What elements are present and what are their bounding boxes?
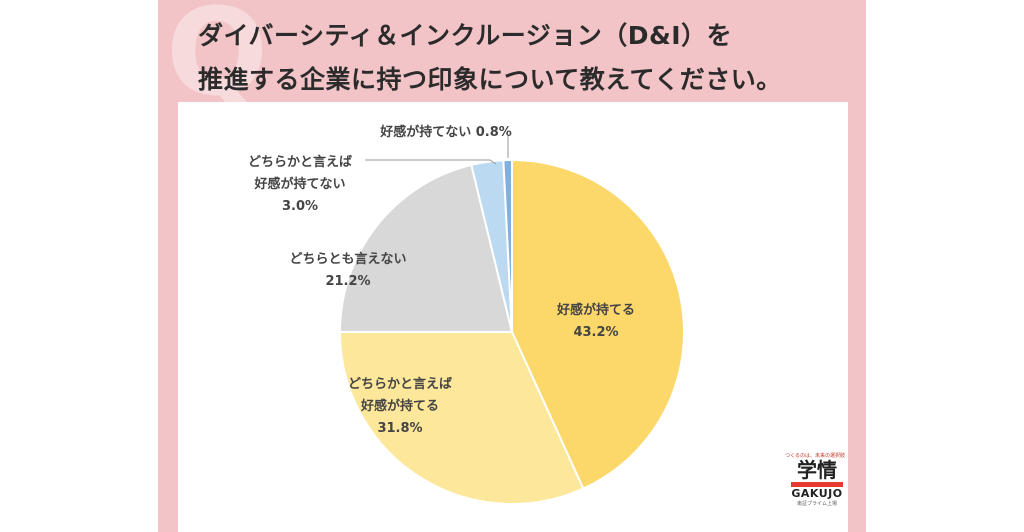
pie-slice-0 [511, 158, 685, 490]
title-line-2: 推進する企業に持つ印象について教えてください。 [198, 65, 782, 94]
title-line-1: ダイバーシティ＆インクルージョン（D&I）を [198, 21, 733, 50]
slice-label-0-line-0: 好感が持てる [556, 302, 635, 318]
slice-label-3-line-2: 3.0% [282, 199, 318, 214]
slice-label-1: どちらかと言えば好感が持てる 31.8% [348, 376, 452, 436]
pie-chart: 好感が持てる 43.2%どちらかと言えば好感が持てる 31.8%どちらとも言えない 2… [248, 124, 685, 505]
leader-line-3 [365, 159, 497, 165]
logo-bar [791, 482, 843, 487]
slice-label-2: どちらとも言えない 21.2% [289, 251, 406, 289]
slice-label-4: 好感が持てない 0.8% [379, 124, 512, 140]
slice-label-1-line-0: どちらかと言えば [348, 376, 452, 392]
pie-slice-2 [338, 163, 514, 333]
pie-slice-4 [502, 158, 513, 333]
gakujo-logo: つくるのは、未来の選択肢 学情 GAKUJO 東証プライム上場 [785, 452, 847, 507]
slice-label-2-line-1: 21.2% [325, 274, 370, 289]
page-title: ダイバーシティ＆インクルージョン（D&I）を 推進する企業に持つ印象について教え… [198, 14, 858, 102]
slice-label-4-line-0: 好感が持てない 0.8% [379, 124, 512, 140]
chart-panel: 好感が持てる 43.2% どちらかと言えば好感が持てる 31.8% どちらとも言えない 2… [178, 102, 848, 532]
slice-label-0-line-1: 43.2% [573, 325, 618, 340]
logo-name: GAKUJO [791, 487, 843, 500]
slice-label-0: 好感が持てる 43.2% [556, 302, 635, 340]
logo-kanji: 学情 [797, 458, 837, 482]
slice-label-2-line-0: どちらとも言えない [289, 251, 406, 267]
slice-label-1-line-1: 好感が持てる [360, 398, 439, 414]
logo-tagline: つくるのは、未来の選択肢 [785, 453, 845, 459]
q-watermark: Q [166, 0, 269, 123]
logo-sub: 東証プライム上場 [797, 501, 837, 507]
slice-label-3: どちらかと言えば好感が持てない 3.0% [248, 154, 352, 214]
pie-slice-1 [338, 331, 585, 505]
slice-label-3-line-1: 好感が持てない [253, 176, 345, 192]
slice-label-3-line-0: どちらかと言えば [248, 154, 352, 170]
slice-label-1-line-2: 31.8% [377, 421, 422, 436]
